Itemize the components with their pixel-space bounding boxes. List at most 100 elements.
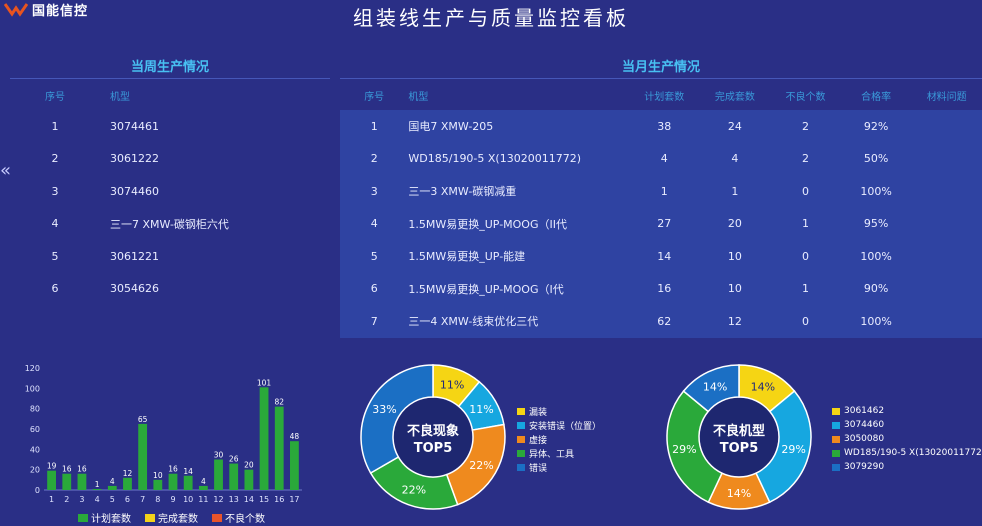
month-cell-completed: 1 bbox=[731, 184, 739, 198]
week-cell-model: 3061221 bbox=[110, 249, 159, 263]
donut-hole bbox=[700, 398, 778, 476]
month-cell-model: 三一3 XMW-碳钢减重 bbox=[408, 185, 517, 199]
x-tick-label: 17 bbox=[289, 495, 299, 504]
month-cell-model: 1.5MW易更换_UP-MOOG（II代 bbox=[408, 217, 567, 231]
bar-value-label: 14 bbox=[183, 467, 193, 476]
month-cell-pass-rate: 100% bbox=[860, 314, 892, 328]
page-title: 组装线生产与质量监控看板 bbox=[353, 6, 629, 30]
legend-swatch bbox=[212, 513, 222, 522]
x-tick-label: 4 bbox=[95, 495, 100, 504]
defect-phenomenon-donut: 11% 11% 22% 22% 33% 不良现象 TOP5 bbox=[360, 364, 506, 510]
x-tick-label: 6 bbox=[125, 495, 130, 504]
donut-subtitle: TOP5 bbox=[720, 441, 759, 456]
x-tick-label: 11 bbox=[198, 495, 208, 504]
x-tick-label: 14 bbox=[244, 495, 254, 504]
defect-phenomenon-legend: 漏装 安装错误（位置） 虚接 异体、工具 错误 bbox=[517, 404, 601, 474]
donut-slice bbox=[360, 364, 434, 475]
donut-legend-item: 漏装 bbox=[517, 404, 601, 418]
legend-swatch bbox=[517, 407, 525, 415]
month-header-completed: 完成套数 bbox=[714, 91, 755, 103]
donut-legend-item: 3050080 bbox=[832, 432, 982, 446]
month-cell-model: 1.5MW易更换_UP-MOOG（I代 bbox=[408, 282, 564, 296]
legend-label: 3061462 bbox=[844, 406, 885, 416]
planned-bar bbox=[77, 473, 87, 490]
month-cell-index: 5 bbox=[370, 249, 378, 263]
bar-value-label: 65 bbox=[138, 415, 148, 424]
slice-percent-label: 22% bbox=[469, 459, 493, 472]
month-row: 5 1.5MW易更换_UP-能建 14 10 0 100% bbox=[340, 240, 982, 273]
bar-value-label: 16 bbox=[77, 465, 87, 474]
weekly-production-bar-chart: 0204060801001201911621631445126657108169… bbox=[25, 364, 302, 504]
brand-logo-icon bbox=[4, 3, 28, 17]
brand-logo: 国能信控 bbox=[4, 0, 89, 19]
planned-bar bbox=[47, 470, 56, 490]
month-cell-material-issue bbox=[911, 240, 982, 273]
y-tick-label: 120 bbox=[25, 364, 40, 373]
week-cell-index: 1 bbox=[51, 119, 59, 133]
planned-bar bbox=[274, 406, 284, 490]
month-header-defects: 不良个数 bbox=[785, 91, 826, 103]
planned-bar bbox=[198, 485, 208, 490]
donut-legend-item: 安装错误（位置） bbox=[517, 418, 601, 432]
slice-percent-label: 14% bbox=[727, 487, 751, 500]
legend-label: WD185/190-5 X(13020011772) bbox=[844, 448, 982, 458]
y-tick-label: 80 bbox=[30, 405, 40, 414]
month-cell-defects: 0 bbox=[801, 314, 809, 328]
month-cell-model: 三一4 XMW-线束优化三代 bbox=[408, 315, 539, 329]
donut-subtitle: TOP5 bbox=[414, 441, 453, 456]
y-tick-label: 100 bbox=[25, 384, 40, 393]
month-cell-planned: 38 bbox=[657, 119, 672, 133]
legend-label: 安装错误（位置） bbox=[529, 421, 602, 432]
month-cell-completed: 4 bbox=[731, 152, 739, 166]
month-cell-defects: 2 bbox=[801, 152, 809, 166]
legend-swatch bbox=[78, 513, 88, 522]
donut-legend-item: 3074460 bbox=[832, 418, 982, 432]
month-row: 2 WD185/190-5 X(13020011772) 4 4 2 50% bbox=[340, 142, 982, 175]
month-cell-planned: 14 bbox=[657, 249, 672, 263]
legend-label: 虚接 bbox=[529, 435, 548, 446]
week-cell-model: 3074460 bbox=[110, 184, 159, 198]
month-cell-defects: 1 bbox=[801, 282, 809, 296]
legend-swatch bbox=[517, 435, 525, 443]
week-cell-index: 5 bbox=[51, 249, 59, 263]
month-cell-pass-rate: 92% bbox=[863, 119, 889, 133]
donut-slice bbox=[682, 364, 740, 413]
bar-value-label: 4 bbox=[110, 477, 115, 486]
week-row: 1 3074461 bbox=[10, 110, 330, 143]
month-cell-planned: 62 bbox=[657, 314, 672, 328]
x-tick-label: 9 bbox=[170, 495, 175, 504]
x-tick-label: 16 bbox=[274, 495, 284, 504]
legend-label: 不良个数 bbox=[225, 514, 265, 525]
legend-swatch bbox=[832, 435, 840, 443]
planned-bar bbox=[138, 423, 148, 490]
month-cell-defects: 1 bbox=[801, 217, 809, 231]
week-row: 4 三一7 XMW-碳钢柜六代 bbox=[10, 208, 330, 241]
slice-percent-label: 33% bbox=[372, 403, 396, 416]
bar-value-label: 82 bbox=[274, 398, 284, 407]
donut-slice bbox=[666, 390, 723, 504]
month-row: 4 1.5MW易更换_UP-MOOG（II代 27 20 1 95% bbox=[340, 207, 982, 240]
legend-swatch bbox=[832, 421, 840, 429]
donut-legend-item: 异体、工具 bbox=[517, 446, 601, 460]
bar-legend-item: 计划套数 bbox=[78, 510, 131, 525]
planned-bar bbox=[107, 485, 117, 490]
month-cell-planned: 4 bbox=[660, 152, 668, 166]
week-cell-index: 3 bbox=[51, 184, 59, 198]
month-cell-index: 7 bbox=[370, 314, 378, 328]
month-cell-completed: 20 bbox=[727, 217, 742, 231]
legend-swatch bbox=[832, 449, 840, 457]
x-tick-label: 1 bbox=[49, 495, 54, 504]
y-tick-label: 0 bbox=[35, 486, 40, 495]
month-cell-material-issue bbox=[911, 110, 982, 143]
planned-bar bbox=[229, 463, 239, 490]
donut-title: 不良机型 bbox=[713, 423, 765, 439]
month-row: 7 三一4 XMW-线束优化三代 62 12 0 100% bbox=[340, 305, 982, 338]
brand-name: 国能信控 bbox=[32, 3, 89, 19]
planned-bar bbox=[214, 459, 223, 490]
month-table: 序号 机型 计划套数 完成套数 不良个数 合格率 材料问题 1 国电7 XMW-2… bbox=[340, 80, 982, 338]
collapse-chevron-icon[interactable]: « bbox=[0, 160, 12, 181]
bar-value-label: 26 bbox=[229, 455, 239, 464]
legend-label: 异体、工具 bbox=[529, 449, 575, 460]
y-tick-label: 20 bbox=[30, 466, 40, 475]
month-cell-completed: 12 bbox=[727, 314, 742, 328]
